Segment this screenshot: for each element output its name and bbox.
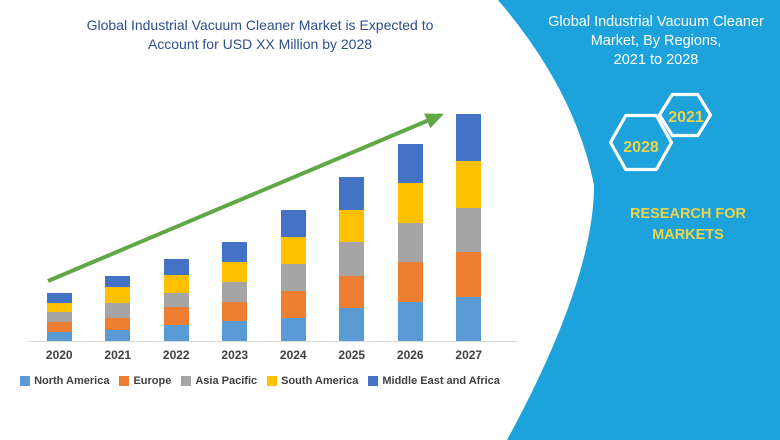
bar-segment-south-america (339, 210, 365, 242)
bar-2021 (105, 275, 131, 341)
bar-slot-2023 (206, 81, 265, 341)
bar-2023 (222, 242, 248, 341)
legend-label: Asia Pacific (195, 375, 258, 387)
x-axis-line (28, 341, 517, 342)
bar-segment-south-america (456, 161, 482, 208)
chart-panel: Global Industrial Vacuum Cleaner Market … (0, 17, 520, 387)
bar-segment-middle-east-and-africa (456, 114, 482, 161)
legend-swatch-icon (20, 376, 31, 386)
bar-segment-middle-east-and-africa (339, 177, 365, 210)
legend-label: Middle East and Africa (382, 375, 500, 387)
x-tick-2024: 2024 (279, 348, 307, 362)
bar-slot-2027 (440, 81, 499, 341)
bar-segment-asia-pacific (163, 292, 189, 307)
hexagon-2021-icon (657, 92, 713, 138)
bar-2025 (339, 177, 365, 341)
x-axis-labels: 2020 2021 2022 2023 2024 2025 2026 2027 (30, 348, 498, 362)
bar-segment-middle-east-and-africa (46, 292, 72, 303)
bar-segment-middle-east-and-africa (222, 242, 248, 262)
x-tick-2020: 2020 (45, 348, 73, 362)
x-tick-2027: 2027 (455, 348, 483, 362)
bar-segment-europe (222, 302, 248, 321)
bar-segment-europe (456, 251, 482, 297)
bar-segment-europe (339, 276, 365, 308)
bar-segment-middle-east-and-africa (280, 209, 306, 237)
bar-segment-north-america (397, 302, 423, 341)
legend: North America Europe Asia Pacific South Ame… (0, 375, 520, 387)
legend-item-south-america: South America (267, 375, 358, 387)
bar-segment-middle-east-and-africa (105, 275, 131, 287)
bar-2026 (397, 144, 423, 341)
bar-segment-south-america (280, 236, 306, 264)
sidebar-background (498, 0, 780, 440)
x-tick-2026: 2026 (396, 348, 424, 362)
legend-label: South America (281, 375, 359, 387)
bar-slot-2025 (323, 81, 382, 341)
sidebar-title: Global Industrial Vacuum Cleaner Market,… (540, 13, 772, 70)
bar-segment-asia-pacific (46, 312, 72, 322)
x-tick-2022: 2022 (162, 348, 190, 362)
bar-segment-europe (397, 262, 423, 302)
bar-2024 (280, 209, 306, 341)
legend-item-middle-east-and-africa: Middle East and Africa (368, 375, 500, 387)
legend-item-north-america: North America (20, 375, 109, 387)
hexagon-2028-icon (608, 113, 674, 172)
bar-segment-asia-pacific (222, 282, 248, 302)
sidebar-graphic: 2028 2021 (498, 0, 780, 440)
legend-swatch-icon (368, 376, 379, 386)
legend-label: Europe (133, 375, 172, 387)
sidebar-title-line: 2021 to 2028 (613, 52, 699, 68)
bar-segment-south-america (163, 275, 189, 293)
x-tick-2021: 2021 (104, 348, 132, 362)
bar-segment-south-america (46, 302, 72, 312)
legend-item-asia-pacific: Asia Pacific (181, 375, 257, 387)
x-tick-2023: 2023 (221, 348, 249, 362)
bar-segment-north-america (222, 321, 248, 341)
legend-swatch-icon (267, 376, 278, 386)
sidebar-title-line: Market, By Regions, (590, 33, 722, 49)
bar-segment-north-america (280, 318, 306, 341)
sidebar-title-line: Global Industrial Vacuum Cleaner (548, 14, 764, 30)
bar-segment-south-america (222, 262, 248, 282)
bar-segment-asia-pacific (105, 303, 131, 318)
bar-2027 (456, 114, 482, 341)
hexagon-2021-label: 2021 (668, 109, 704, 126)
bar-slot-2024 (264, 81, 323, 341)
bar-segment-north-america (46, 331, 72, 341)
bar-segment-middle-east-and-africa (163, 259, 189, 275)
bar-segment-north-america (163, 325, 189, 341)
legend-label: North America (34, 375, 110, 387)
bars-area (30, 81, 498, 341)
legend-item-europe: Europe (119, 375, 171, 387)
legend-swatch-icon (181, 376, 192, 386)
bar-segment-europe (280, 290, 306, 318)
bar-slot-2020 (30, 81, 89, 341)
hexagon-2028-label: 2028 (623, 139, 659, 156)
bar-slot-2026 (381, 81, 440, 341)
bar-2020 (46, 292, 72, 341)
bar-segment-asia-pacific (339, 242, 365, 276)
x-tick-2025: 2025 (338, 348, 366, 362)
bar-segment-south-america (105, 287, 131, 303)
bar-slot-2021 (89, 81, 148, 341)
bar-segment-europe (163, 307, 189, 325)
bar-segment-middle-east-and-africa (397, 144, 423, 183)
bar-segment-europe (105, 317, 131, 330)
bar-2022 (163, 259, 189, 341)
bar-segment-asia-pacific (280, 263, 306, 291)
bar-segment-europe (46, 321, 72, 332)
chart-title: Global Industrial Vacuum Cleaner Market … (86, 17, 434, 52)
bar-segment-north-america (456, 296, 482, 341)
bar-segment-north-america (339, 308, 365, 341)
bar-segment-north-america (105, 330, 131, 341)
bar-segment-south-america (397, 182, 423, 223)
brand-text: RESEARCH FOR MARKETS (629, 206, 746, 243)
bar-slot-2022 (147, 81, 206, 341)
legend-swatch-icon (119, 376, 130, 386)
bar-segment-asia-pacific (397, 222, 423, 262)
bar-segment-asia-pacific (456, 207, 482, 252)
